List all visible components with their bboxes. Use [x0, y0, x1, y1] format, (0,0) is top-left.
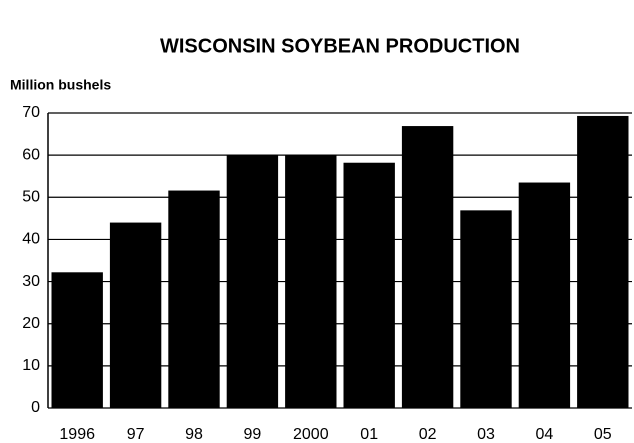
chart-title: WISCONSIN SOYBEAN PRODUCTION: [160, 35, 520, 57]
bar: [51, 272, 103, 408]
x-tick-label: 98: [185, 426, 203, 443]
bar: [226, 155, 279, 408]
bar: [168, 190, 220, 408]
x-tick-label: 03: [477, 426, 495, 443]
x-tick-label: 2000: [293, 426, 329, 443]
y-tick-label: 30: [22, 273, 40, 290]
x-tick-label: 04: [536, 426, 554, 443]
y-tick-label: 70: [22, 104, 40, 121]
bar: [343, 162, 395, 408]
y-tick-label: 60: [22, 146, 40, 163]
y-axis-label: Million bushels: [10, 77, 111, 93]
bar: [285, 155, 337, 408]
x-tick-label: 02: [419, 426, 437, 443]
y-tick-label: 0: [31, 399, 40, 416]
x-tick-label: 05: [594, 426, 612, 443]
x-tick-label: 1996: [59, 426, 95, 443]
y-tick-label: 40: [22, 231, 40, 248]
x-tick-label: 01: [360, 426, 378, 443]
y-tick-label: 50: [22, 189, 40, 206]
x-tick-label: 99: [244, 426, 262, 443]
bar: [401, 126, 454, 409]
x-tick-label: 97: [127, 426, 145, 443]
y-tick-label: 10: [22, 357, 40, 374]
bar: [109, 222, 162, 408]
y-tick-label: 20: [22, 315, 40, 332]
bar: [460, 210, 512, 408]
bar: [518, 182, 571, 408]
bar: [577, 115, 629, 408]
